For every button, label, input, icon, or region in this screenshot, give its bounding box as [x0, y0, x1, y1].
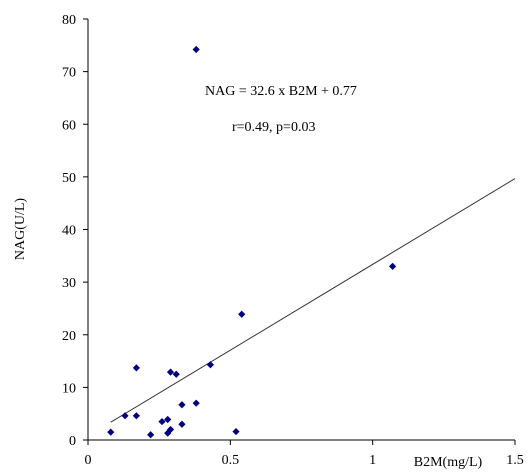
data-point	[132, 364, 140, 372]
y-tick-label: 50	[62, 171, 76, 186]
data-point	[132, 412, 140, 420]
x-axis-ticks: 0 0.5 1 1.5	[85, 440, 524, 468]
y-tick-label: 10	[62, 381, 76, 396]
y-axis-ticks: 0 10 20 30 40 50 60 70 80	[62, 13, 88, 449]
data-point	[166, 368, 175, 376]
data-point	[107, 428, 115, 436]
data-point	[166, 425, 175, 434]
y-axis-title: NAG(U/L)	[13, 198, 28, 261]
data-point	[121, 412, 129, 420]
y-tick-label: 40	[62, 224, 76, 239]
data-point	[206, 361, 215, 369]
x-tick-label: 0	[85, 453, 92, 468]
x-tick-label: 1.5	[506, 453, 524, 468]
x-axis-title: B2M(mg/L)	[414, 455, 483, 470]
data-point	[192, 399, 200, 407]
data-point	[172, 370, 180, 378]
y-tick-label: 80	[62, 13, 76, 28]
data-point	[158, 417, 166, 426]
data-point	[147, 431, 155, 439]
y-tick-label: 30	[62, 276, 76, 291]
trendline	[110, 178, 516, 423]
data-point	[178, 420, 186, 428]
correlation-stats: r=0.49, p=0.03	[232, 120, 315, 135]
data-point	[192, 45, 200, 54]
x-tick-label: 1	[369, 453, 376, 468]
regression-equation: NAG = 32.6 x B2M + 0.77	[205, 84, 357, 99]
y-tick-label: 0	[69, 434, 76, 449]
data-point	[164, 415, 172, 424]
data-point	[388, 262, 397, 270]
data-points	[107, 45, 397, 439]
data-point	[178, 401, 186, 409]
y-tick-label: 70	[62, 66, 76, 81]
axes	[87, 19, 515, 441]
x-tick-label: 0.5	[222, 453, 240, 468]
y-tick-label: 60	[62, 118, 76, 133]
data-point	[232, 427, 240, 436]
y-tick-label: 20	[62, 329, 76, 344]
data-point	[238, 310, 246, 318]
